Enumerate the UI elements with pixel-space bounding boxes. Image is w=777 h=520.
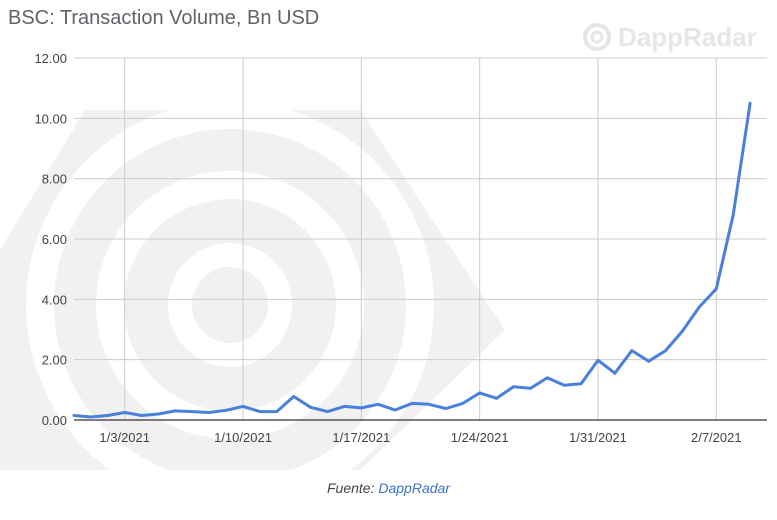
data-point — [545, 376, 549, 380]
data-point — [478, 391, 482, 395]
y-tick-label: 12.00 — [34, 51, 67, 66]
data-point — [140, 414, 144, 417]
data-point — [224, 408, 228, 412]
data-point — [596, 358, 600, 362]
data-point — [613, 371, 617, 375]
data-point — [190, 410, 194, 413]
data-point — [326, 410, 329, 413]
data-point — [681, 329, 684, 333]
y-tick-label: 10.00 — [34, 111, 67, 126]
data-point — [106, 414, 110, 417]
x-axis: 1/3/2021 1/10/2021 1/17/2021 1/24/2021 1/31/… — [99, 430, 741, 445]
data-point — [207, 411, 211, 414]
x-tick-label: 2/7/2021 — [691, 430, 742, 445]
data-point — [241, 405, 245, 408]
data-point — [72, 414, 76, 417]
data-point — [630, 349, 634, 352]
dappradar-watermark: DappRadar — [583, 22, 757, 52]
data-point — [393, 408, 397, 412]
data-point — [258, 410, 262, 413]
dappradar-logo-icon — [0, 101, 505, 470]
data-point — [647, 359, 651, 363]
watermark-text: DappRadar — [618, 22, 757, 52]
data-point — [157, 412, 160, 416]
data-point — [427, 402, 431, 406]
data-point — [89, 415, 93, 419]
y-tick-label: 6.00 — [42, 232, 67, 247]
y-axis: 0.00 2.00 4.00 6.00 8.00 10.00 12.00 — [34, 51, 67, 428]
y-tick-label: 4.00 — [42, 292, 67, 307]
data-point — [292, 395, 296, 398]
x-tick-label: 1/17/2021 — [332, 430, 390, 445]
data-point — [174, 409, 177, 413]
data-point — [579, 382, 583, 386]
chart-title: BSC: Transaction Volume, Bn USD — [8, 7, 319, 29]
data-point — [731, 213, 735, 217]
data-points — [72, 101, 752, 419]
data-point — [444, 407, 448, 410]
caption-link[interactable]: DappRadar — [378, 480, 450, 496]
x-tick-label: 1/3/2021 — [99, 430, 150, 445]
data-point — [275, 410, 279, 413]
data-point — [376, 402, 380, 406]
caption-prefix: Fuente: — [327, 480, 379, 496]
data-point — [410, 402, 414, 405]
gridlines — [74, 57, 767, 420]
data-point — [714, 287, 718, 291]
data-point — [309, 405, 312, 409]
x-tick-label: 1/31/2021 — [569, 430, 627, 445]
data-point — [562, 383, 566, 387]
x-tick-label: 1/24/2021 — [451, 430, 509, 445]
data-point — [698, 305, 701, 309]
line-chart: BSC: Transaction Volume, Bn USD DappRada… — [0, 7, 767, 470]
data-point — [461, 402, 465, 405]
y-tick-label: 0.00 — [42, 413, 67, 428]
data-point — [529, 386, 532, 390]
data-point — [123, 411, 127, 414]
x-tick-label: 1/10/2021 — [214, 430, 272, 445]
y-tick-label: 2.00 — [42, 353, 67, 368]
data-point — [359, 406, 363, 410]
data-point — [512, 385, 515, 389]
data-point — [343, 405, 346, 408]
data-point — [664, 349, 667, 352]
data-point — [495, 396, 498, 400]
data-point — [748, 101, 752, 105]
source-caption: Fuente: DappRadar — [0, 480, 777, 496]
y-tick-label: 8.00 — [42, 172, 67, 187]
